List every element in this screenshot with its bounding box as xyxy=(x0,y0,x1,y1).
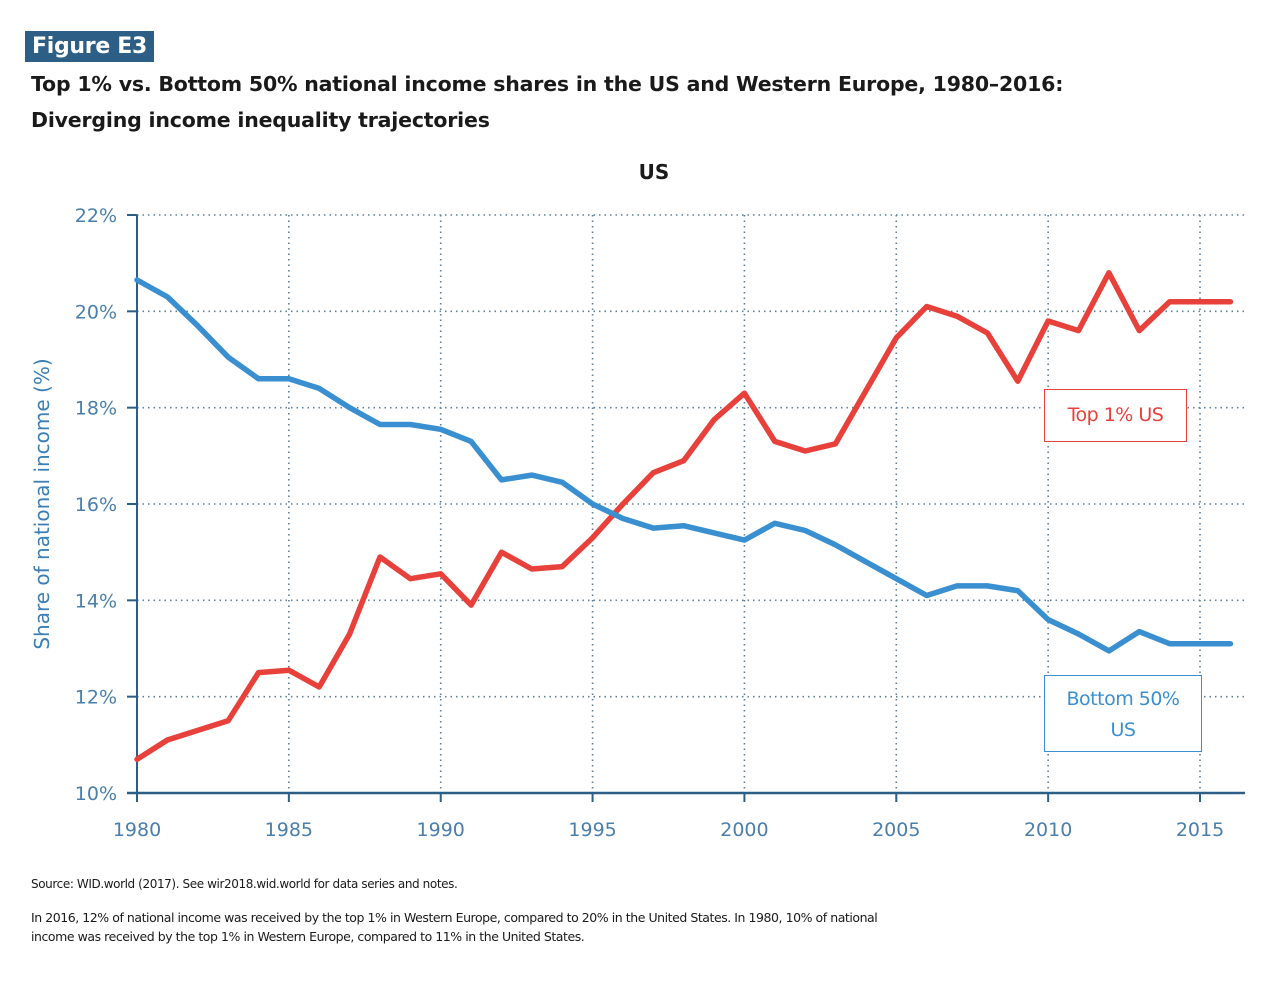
x-tick-label: 2005 xyxy=(872,819,920,841)
y-tick-label: 16% xyxy=(75,494,117,516)
x-tick-label: 1985 xyxy=(265,819,313,841)
footnote-line2: income was received by the top 1% in Wes… xyxy=(31,929,585,944)
line-chart: US Share of national income (%) 10% 12% 14… xyxy=(30,160,1245,841)
footnote-line1: In 2016, 12% of national income was rece… xyxy=(31,910,878,925)
legend-text-bottom-50-line2: US xyxy=(1110,719,1136,741)
axes xyxy=(127,214,1245,802)
x-tick-label: 1980 xyxy=(113,819,161,841)
series-line-bottom-50-us xyxy=(134,277,1234,654)
y-tick-label: 18% xyxy=(75,398,117,420)
source-note: Source: WID.world (2017). See wir2018.wi… xyxy=(31,877,458,891)
y-tick-label: 10% xyxy=(75,783,117,805)
y-tick-label: 12% xyxy=(75,687,117,709)
figure-badge: Figure E3 xyxy=(25,31,155,62)
x-tick-label: 2015 xyxy=(1176,819,1224,841)
x-tick-label: 1990 xyxy=(417,819,465,841)
y-tick-label: 14% xyxy=(75,590,117,612)
legend-text-bottom-50-line1: Bottom 50% xyxy=(1066,688,1180,710)
figure-title-line2: Diverging income inequality trajectories xyxy=(31,108,490,132)
y-tick-label: 22% xyxy=(75,205,117,227)
legend-label-top-1-us: Top 1% US xyxy=(1044,389,1187,442)
chart-title: US xyxy=(639,160,670,184)
series-line-top-1-us xyxy=(134,270,1234,763)
figure-title-line1: Top 1% vs. Bottom 50% national income sh… xyxy=(31,72,1064,96)
x-tick-label: 2010 xyxy=(1024,819,1072,841)
tick-labels: 10% 12% 14% 16% 18% 20% 22% 1980 1985 1990 1995 200… xyxy=(75,205,1224,841)
y-axis-label: Share of national income (%) xyxy=(30,358,54,649)
y-tick-label: 20% xyxy=(75,301,117,323)
x-tick-label: 2000 xyxy=(720,819,768,841)
x-tick-label: 1995 xyxy=(568,819,616,841)
legend-label-bottom-50-us: Bottom 50% US xyxy=(1044,675,1202,752)
figure-title: Top 1% vs. Bottom 50% national income sh… xyxy=(31,66,1251,138)
legend-text-top-1-us: Top 1% US xyxy=(1067,404,1164,426)
series-lines xyxy=(134,270,1234,763)
footnote: In 2016, 12% of national income was rece… xyxy=(31,908,1231,946)
